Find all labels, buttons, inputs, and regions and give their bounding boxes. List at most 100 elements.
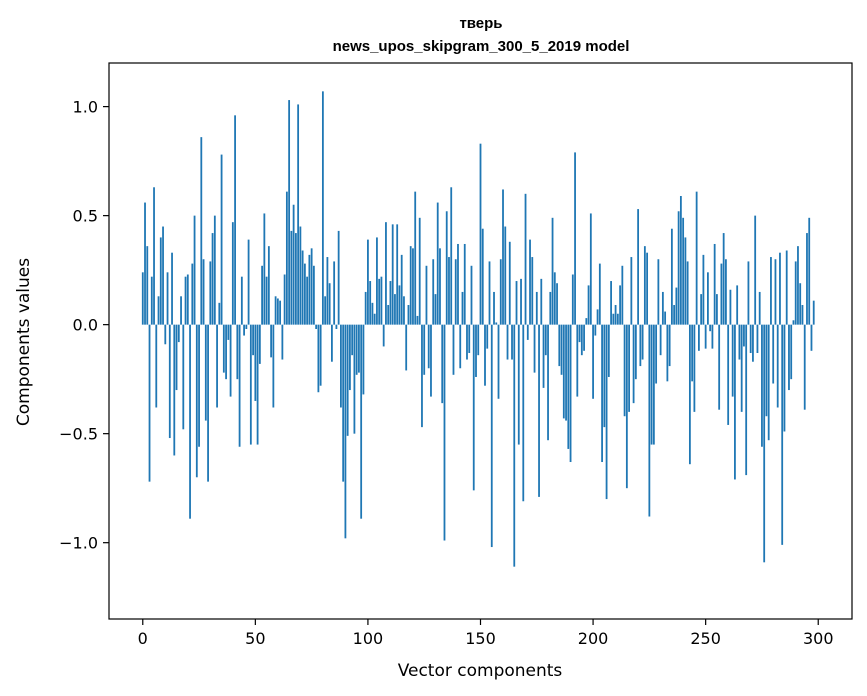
bar [452,324,455,375]
bar [247,239,250,325]
bar [700,294,703,325]
bar [707,272,709,325]
bar [801,305,804,325]
bar [693,324,696,412]
bar [603,324,606,428]
bar [544,324,547,356]
bar [535,291,538,325]
bar [245,324,248,330]
bar [547,324,549,441]
x-tick-label: 250 [690,629,721,648]
bar [592,324,594,399]
bar [513,324,516,567]
bar [331,324,333,362]
bar [598,263,601,325]
bar [326,257,329,325]
bar [200,137,203,325]
bar [533,324,536,373]
bar [675,287,678,325]
bar [587,285,590,325]
bar [571,274,574,325]
bar [387,305,390,325]
bar [578,324,581,343]
bar [238,324,241,447]
bar [153,187,155,325]
bar [743,324,745,347]
bar [490,324,493,548]
bar [666,324,669,382]
bar [610,281,612,325]
bar [382,324,385,347]
bar [434,294,437,325]
bar [806,233,808,325]
bar [409,246,412,325]
bar [556,283,558,325]
x-axis: 0 50 100 150 200 250 300 [138,619,834,648]
bar [353,324,356,434]
bar [337,230,340,325]
bar [443,324,446,541]
bar [450,187,453,325]
bar [249,324,252,445]
bar [315,324,318,330]
bar [517,324,520,445]
bar [718,324,721,410]
bar [740,324,743,412]
bar [423,324,426,375]
bar [258,324,261,364]
bar [486,324,489,349]
bar [265,276,268,325]
bar [484,324,486,386]
bar [231,222,234,325]
bar [351,324,354,356]
bar [596,309,599,325]
bar [171,252,173,325]
bar [713,243,716,325]
bar [378,278,381,325]
bar [688,324,691,465]
bar [549,291,552,325]
bar [430,324,432,397]
bar [333,261,336,325]
bar [472,324,475,491]
bar [542,324,545,388]
bar [328,283,331,325]
bar [436,202,439,325]
bar [781,324,784,545]
bar [580,324,583,356]
x-tick-label: 100 [353,629,384,648]
bar [335,324,338,330]
bar [695,191,698,325]
bar [234,115,236,325]
bar [191,263,194,325]
bar [301,250,304,325]
bar [364,291,367,325]
bar [734,324,736,480]
bar [360,324,363,519]
bar [767,324,770,441]
bar [398,285,401,325]
bar [283,274,286,325]
bar [677,211,680,325]
bar [605,324,608,500]
y-tick-label: 1.0 [73,98,98,117]
bar [585,318,588,325]
bar [227,324,230,340]
bar [650,324,653,445]
bar [373,313,376,325]
bar [281,324,284,360]
bar [445,211,448,325]
bar [416,315,419,325]
bar [470,265,473,325]
bar [198,324,200,447]
bar [321,91,324,325]
bar [524,193,527,325]
bar [421,324,423,428]
bar [749,324,752,353]
bar [427,324,430,369]
bar [745,324,748,476]
bar-series [141,91,815,567]
bar [358,324,360,373]
bar [220,154,223,325]
bar [324,296,327,325]
